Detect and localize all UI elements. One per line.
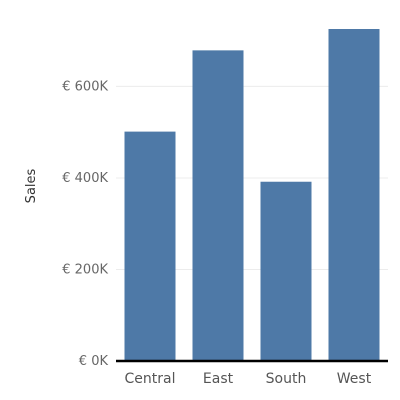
bar-south[interactable] — [260, 181, 312, 361]
y-axis-title: Sales — [24, 168, 39, 203]
y-tick-label: € 0K — [79, 354, 109, 369]
y-tick-label: € 600K — [62, 79, 108, 94]
x-tick-label-south: South — [266, 371, 307, 387]
x-axis-labels: Central East South West — [125, 371, 372, 387]
bar-east[interactable] — [192, 50, 244, 361]
x-tick-label-central: Central — [125, 371, 176, 387]
x-tick-label-west: West — [337, 371, 372, 387]
y-axis-ticks: € 0K € 200K € 400K € 600K — [62, 79, 108, 369]
bar-central[interactable] — [124, 131, 176, 361]
x-tick-label-east: East — [203, 371, 234, 387]
y-tick-label: € 400K — [62, 171, 108, 186]
bar-west[interactable] — [328, 29, 380, 361]
bars — [124, 29, 380, 361]
y-tick-label: € 200K — [62, 262, 108, 277]
